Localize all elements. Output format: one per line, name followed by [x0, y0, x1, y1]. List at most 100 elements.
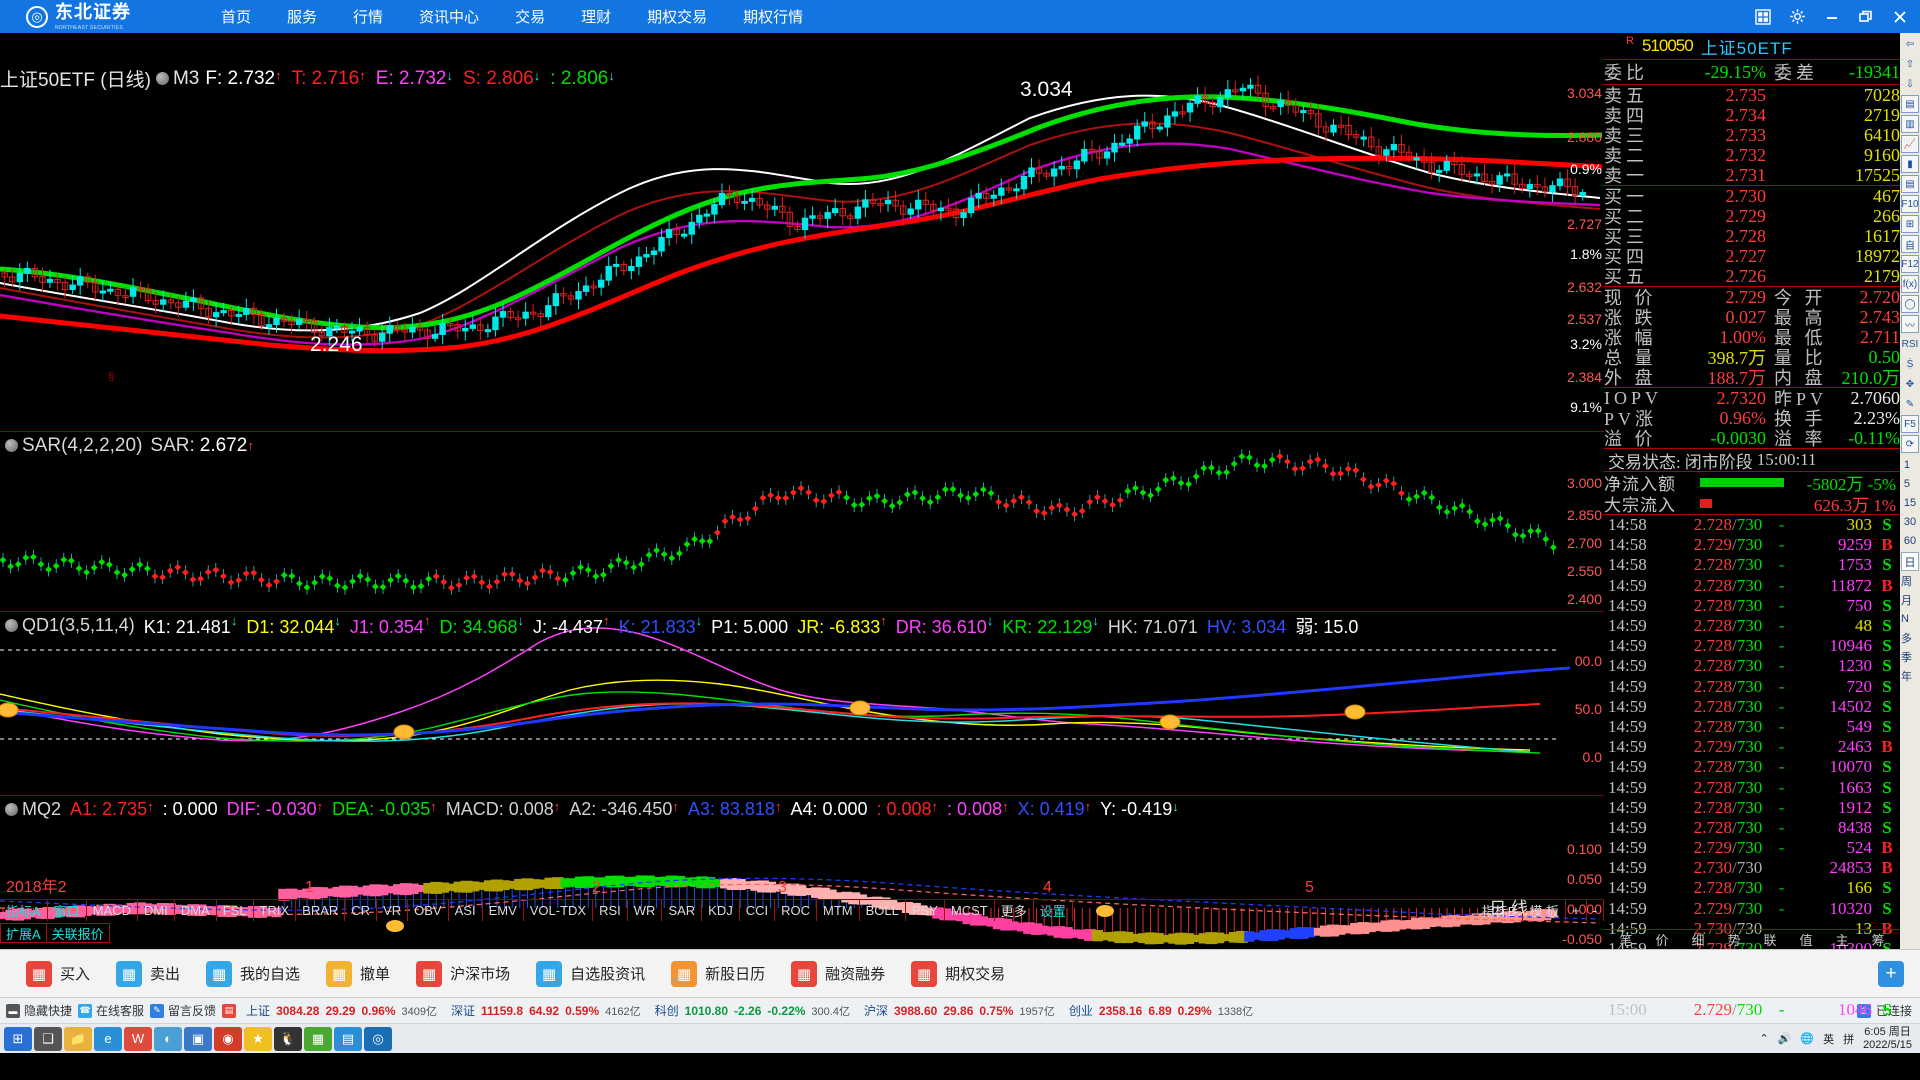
grid-icon[interactable]: [1755, 8, 1771, 25]
self-icon[interactable]: 自: [1901, 235, 1919, 253]
formula-icon[interactable]: f(x): [1901, 275, 1919, 293]
function-sell-icon[interactable]: ▦ 卖出: [116, 960, 180, 987]
tick-row[interactable]: 14:59 2.729/730- 10320 S: [1608, 899, 1896, 919]
tick-row[interactable]: 15:00 2.729/730- 1046 S: [1608, 1000, 1896, 1020]
circle-icon[interactable]: ◯: [1901, 295, 1919, 313]
wps-icon[interactable]: W: [124, 1026, 152, 1051]
task-view-icon[interactable]: ❑: [34, 1026, 62, 1051]
line-chart-icon[interactable]: 📈: [1901, 135, 1919, 153]
move-icon[interactable]: ✥: [1905, 378, 1915, 390]
sell-row[interactable]: 卖三 2.733 6410: [1604, 125, 1900, 147]
tick-row[interactable]: 14:59 2.728/730- 48 S: [1608, 616, 1896, 636]
rail-period-4[interactable]: 多: [1901, 632, 1912, 645]
function-cancel-order-icon[interactable]: ▦ 撤单: [326, 960, 390, 987]
indicator-mcst[interactable]: MCST: [945, 900, 995, 921]
rail-period-5[interactable]: 季: [1901, 651, 1912, 664]
keyboard-icon[interactable]: 拼: [1843, 1033, 1855, 1046]
indicator-kdj[interactable]: KDJ: [702, 900, 740, 921]
tick-row[interactable]: 14:59 2.729/730- 2463 B: [1608, 737, 1896, 757]
tick-row[interactable]: 14:59 2.728/730- 10946 S: [1608, 636, 1896, 656]
tick-row[interactable]: 14:59 2.728/730- 720 S: [1608, 677, 1896, 697]
linked-quote-button[interactable]: 关联报价: [46, 923, 110, 943]
indicator-cci[interactable]: CCI: [740, 900, 776, 921]
indicator-boll[interactable]: BOLL: [860, 900, 906, 921]
back-arrow-icon[interactable]: ⇦: [1905, 38, 1915, 50]
tick-row[interactable]: 14:59 2.728/730- 549 S: [1608, 717, 1896, 737]
tick-row[interactable]: 14:59 2.728/730- 1912 S: [1608, 798, 1896, 818]
sar-menu-icon[interactable]: [5, 439, 18, 452]
rsi-icon[interactable]: RSI: [1901, 338, 1919, 350]
ie-icon[interactable]: ◐: [154, 1026, 182, 1051]
buy-row[interactable]: 买三 2.728 1617: [1604, 226, 1900, 248]
tick-row[interactable]: 14:59 2.728/730- 14502 S: [1608, 697, 1896, 717]
tick-row[interactable]: 14:59 2.728/730- 1230 S: [1608, 656, 1896, 676]
function-calendar-icon[interactable]: ▦ 新股日历: [671, 960, 765, 987]
nav-item-option-quote[interactable]: 期权行情: [743, 9, 804, 26]
indicator-psy[interactable]: PSY: [906, 900, 945, 921]
chrome-icon[interactable]: ◉: [214, 1026, 242, 1051]
tick-header-联[interactable]: 联: [1763, 933, 1777, 948]
f10-icon[interactable]: F10: [1901, 195, 1919, 213]
tick-row[interactable]: 14:59 2.728/730- 750 S: [1608, 596, 1896, 616]
nav-item-option-trade[interactable]: 期权交易: [647, 9, 708, 26]
zoom-in-button[interactable]: -: [1587, 900, 1604, 921]
tick-header-笔[interactable]: 笔: [1619, 933, 1633, 948]
extension-a-button[interactable]: 扩展A: [0, 923, 47, 943]
sell-row[interactable]: 卖二 2.732 9160: [1604, 145, 1900, 167]
indicator-dma[interactable]: DMA: [175, 900, 217, 921]
tick-row[interactable]: 14:58 2.728/730- 303 S: [1608, 515, 1896, 535]
minimize-icon[interactable]: [1824, 9, 1840, 25]
tick-header-值[interactable]: 值: [1799, 933, 1813, 948]
indicator-fsl[interactable]: FSL: [217, 900, 254, 921]
index-上证[interactable]: 上证 3084.28 29.29 0.96% 3409亿: [246, 1002, 437, 1019]
indicator-emv[interactable]: EMV: [483, 900, 524, 921]
tick-row[interactable]: 14:59 2.729/730- 524 B: [1608, 838, 1896, 858]
news-icon[interactable]: ▤: [1901, 175, 1919, 193]
index-科创[interactable]: 科创 1010.80 -2.26 -0.22% 300.4亿: [655, 1002, 850, 1019]
tick-row[interactable]: 14:59 2.728/730- 1663 S: [1608, 777, 1896, 797]
rail-minute-1[interactable]: 1: [1903, 458, 1910, 471]
candle-icon[interactable]: ▮: [1901, 155, 1919, 173]
close-icon[interactable]: [1892, 9, 1908, 25]
function-buy-icon[interactable]: ▦ 买入: [26, 960, 90, 987]
mq2-menu-icon[interactable]: [5, 803, 18, 816]
function-news-icon[interactable]: ▦ 自选股资讯: [536, 960, 645, 987]
tick-header-主[interactable]: 主: [1835, 933, 1849, 948]
buy-row[interactable]: 买四 2.727 18972: [1604, 246, 1900, 268]
brand-logo[interactable]: ◎ 东北证券 NORTHEAST SECURITIES: [26, 3, 131, 31]
edge-icon[interactable]: e: [94, 1026, 122, 1051]
f5-icon[interactable]: F5: [1901, 415, 1919, 433]
tick-row[interactable]: 14:59 2.730/730 13 B: [1608, 919, 1896, 939]
report-icon[interactable]: ▤: [1901, 95, 1919, 113]
indicator-mtm[interactable]: MTM: [817, 900, 860, 921]
rail-period-0[interactable]: 日: [1901, 552, 1919, 571]
up-chevron-icon[interactable]: ⌃: [1759, 1033, 1769, 1045]
indicator-b-button[interactable]: 指标B: [1476, 900, 1524, 921]
tick-row[interactable]: 14:59 2.728/730- 11872 B: [1608, 576, 1896, 596]
rail-minute-60[interactable]: 60: [1903, 534, 1917, 547]
tick-header-细[interactable]: 细: [1691, 933, 1705, 948]
nav-item-trade[interactable]: 交易: [515, 9, 546, 26]
wave-icon[interactable]: 〰: [1901, 315, 1919, 333]
window-button[interactable]: 窗口: [48, 900, 87, 921]
pencil-icon[interactable]: ✎: [1905, 398, 1915, 410]
tick-list[interactable]: 14:58 2.728/730-303 S 14:58 2.729/730-9259 B 1…: [1604, 515, 1900, 1020]
indicator-roc[interactable]: ROC: [775, 900, 818, 921]
rail-period-2[interactable]: 月: [1901, 594, 1912, 607]
tick-row[interactable]: 14:59 2.728/730- 10070 S: [1608, 757, 1896, 777]
s-icon[interactable]: Ṩ: [1906, 358, 1914, 370]
index-沪深[interactable]: 沪深 3988.60 29.86 0.75% 1957亿: [864, 1002, 1055, 1019]
rail-period-1[interactable]: 周: [1901, 575, 1912, 588]
tree-icon[interactable]: ⊞: [1901, 215, 1919, 233]
function-favorites-icon[interactable]: ▦ 我的自选: [206, 960, 300, 987]
f12-icon[interactable]: F12: [1901, 255, 1919, 273]
app-green-icon[interactable]: ▦: [304, 1026, 332, 1051]
taskbar-clock[interactable]: 6:05 周日 2022/5/15: [1863, 1026, 1912, 1051]
symbol-row[interactable]: R 510050 上证50ETF: [1604, 33, 1900, 59]
buy-row[interactable]: 买五 2.726 2179: [1604, 266, 1900, 288]
photos-icon[interactable]: ▤: [334, 1026, 362, 1051]
kline-pane[interactable]: 3.034 2.246 §: [0, 33, 1604, 398]
indicator-vol-tdx[interactable]: VOL-TDX: [524, 900, 594, 921]
rail-period-6[interactable]: 年: [1901, 670, 1912, 683]
indicator-asi[interactable]: ASI: [449, 900, 483, 921]
